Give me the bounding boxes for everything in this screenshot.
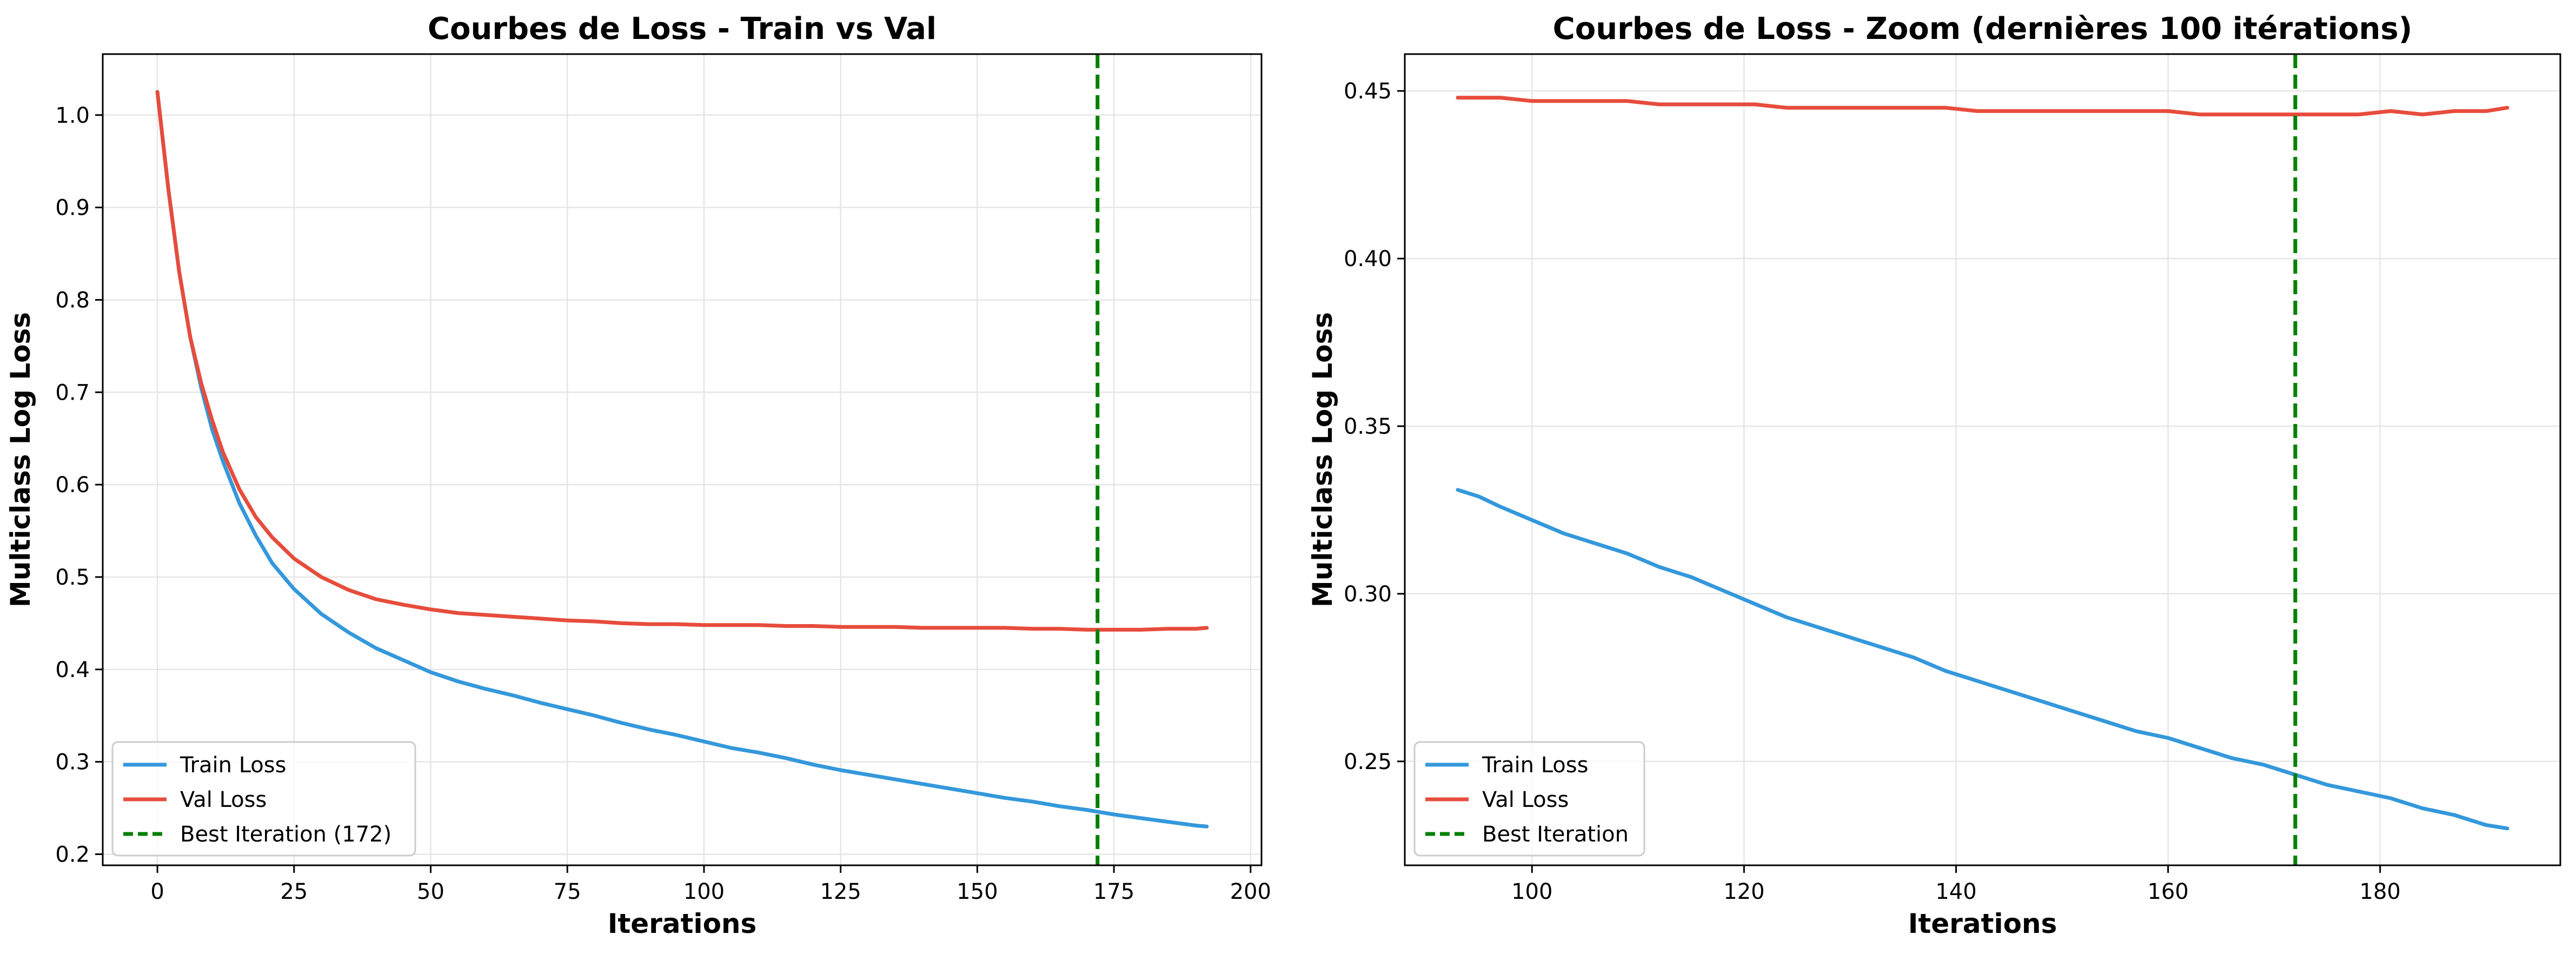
y-tick-label: 0.35 — [1344, 414, 1392, 439]
y-tick-label: 0.45 — [1344, 79, 1392, 104]
legend: Train Loss Val Loss Best Iteration — [1413, 741, 1645, 857]
x-tick-label: 0 — [150, 879, 164, 904]
series-line-train-loss — [155, 90, 1209, 829]
y-axis-ticks: 0.2 0.3 0.4 0.5 0.6 0.7 0.8 0.9 1.0 — [55, 103, 103, 867]
x-tick-label: 120 — [1723, 879, 1764, 904]
y-tick-label: 0.5 — [55, 565, 90, 590]
chart-train-vs-val: 0 25 50 75 100 125 150 175 200 0.20.30.40.50.60.… — [5, 11, 1271, 939]
x-tick-label: 75 — [554, 879, 581, 904]
legend-label-val-loss: Val Loss — [180, 787, 267, 812]
legend-box — [1413, 741, 1645, 857]
legend-box — [111, 741, 416, 857]
y-tick-label: 0.25 — [1344, 750, 1392, 774]
x-tick-label: 125 — [820, 879, 861, 904]
legend: Train Loss Val Loss Best Iteration (172) — [111, 741, 416, 857]
series-line-train-loss — [1456, 488, 2509, 831]
legend-label-best-iteration: Best Iteration — [1482, 822, 1629, 847]
legend-label-train-loss: Train Loss — [1482, 753, 1588, 778]
x-axis-ticks: 0 25 50 75 100 125 150 175 200 — [150, 865, 1271, 904]
x-axis-label: Iterations — [608, 908, 757, 939]
chart-zoom: 100 120 140 160 180 0.25 0.30 0.35 0.40 0.45 Cou… — [1307, 11, 2561, 939]
x-tick-label: 200 — [1230, 879, 1271, 904]
grid — [103, 54, 1262, 865]
legend-label-best-iteration: Best Iteration (172) — [180, 822, 391, 847]
chart-title: Courbes de Loss - Zoom (dernières 100 it… — [1553, 11, 2413, 47]
y-tick-label: 0.8 — [55, 288, 90, 313]
y-axis-ticks: 0.25 0.30 0.35 0.40 0.45 — [1344, 79, 1405, 774]
x-tick-label: 175 — [1093, 879, 1134, 904]
plot-area — [1456, 54, 2509, 865]
legend-label-val-loss: Val Loss — [1482, 787, 1569, 812]
y-axis-label: Multiclass Log Loss — [5, 312, 36, 607]
y-tick-label: 0.40 — [1344, 247, 1392, 271]
plot-frame — [102, 53, 1263, 866]
x-tick-label: 25 — [280, 879, 308, 904]
x-tick-label: 180 — [2360, 879, 2401, 904]
x-tick-label: 100 — [683, 879, 725, 904]
y-tick-label: 0.3 — [55, 750, 90, 775]
series-line-val-loss — [155, 90, 1209, 632]
series-line-val-loss — [1456, 96, 2509, 117]
x-tick-label: 140 — [1935, 879, 1976, 904]
x-tick-label: 50 — [417, 879, 444, 904]
y-tick-label: 0.4 — [55, 658, 90, 683]
y-axis-label: Multiclass Log Loss — [1307, 312, 1338, 607]
y-tick-label: 0.7 — [55, 380, 90, 405]
x-axis-label: Iterations — [1908, 908, 2057, 939]
y-tick-label: 0.6 — [55, 473, 90, 498]
x-axis-ticks: 100 120 140 160 180 — [1511, 865, 2401, 904]
chart-title: Courbes de Loss - Train vs Val — [428, 11, 937, 47]
x-tick-label: 160 — [2147, 879, 2188, 904]
y-tick-label: 0.30 — [1344, 582, 1392, 607]
legend-label-train-loss: Train Loss — [180, 753, 286, 778]
x-tick-label: 150 — [957, 879, 998, 904]
y-tick-label: 0.2 — [55, 842, 90, 867]
plot-frame — [1404, 53, 2561, 866]
plot-area — [155, 54, 1209, 865]
y-tick-label: 0.9 — [55, 196, 90, 221]
x-tick-label: 100 — [1511, 879, 1552, 904]
y-tick-label: 1.0 — [55, 103, 90, 128]
